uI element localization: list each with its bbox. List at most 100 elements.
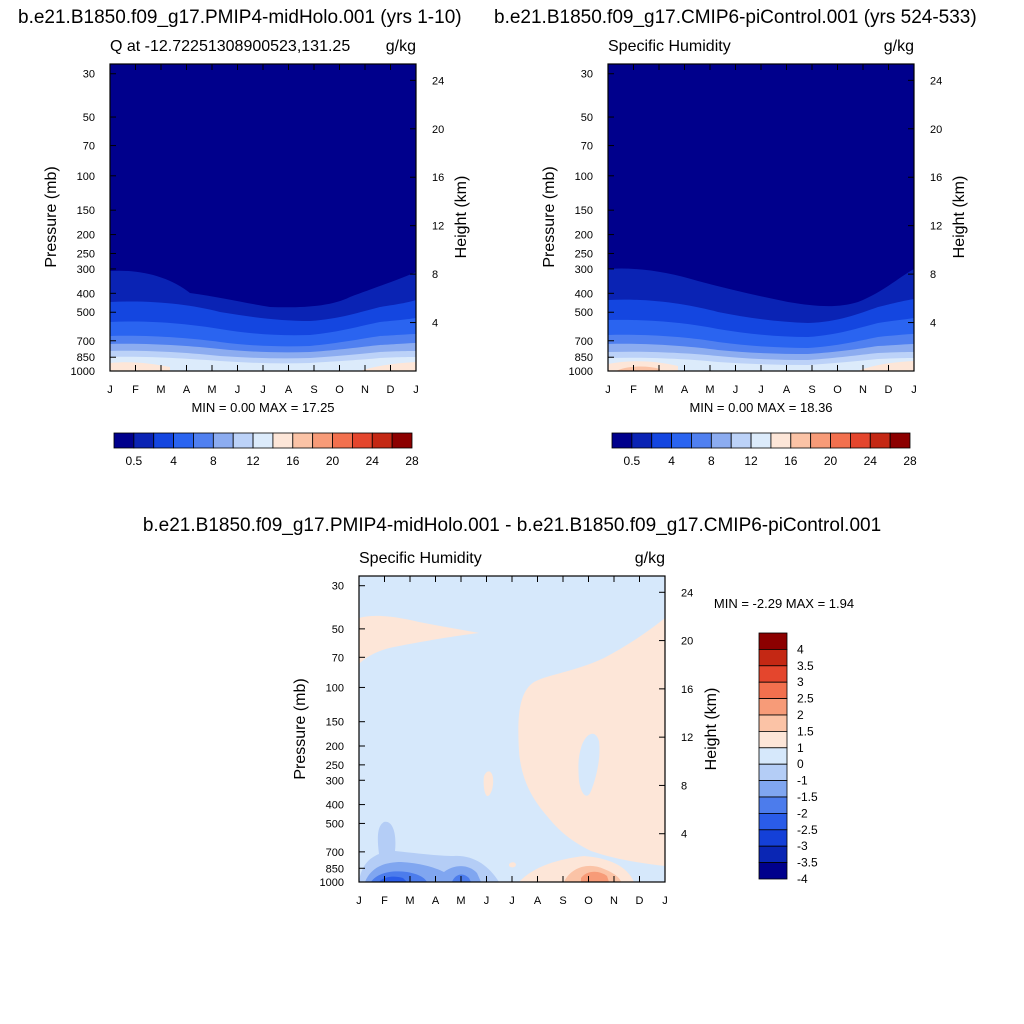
panel-picontrol: b.e21.B1850.f09_g17.CMIP6-piControl.001 … <box>494 7 977 468</box>
colorbar-label: 28 <box>903 454 917 468</box>
x-tick-label: S <box>808 384 815 396</box>
y-right-tick-label: 16 <box>432 172 444 184</box>
colorbar-box <box>758 731 788 749</box>
colorbar-label: 24 <box>366 454 380 468</box>
y-tick-label: 400 <box>77 288 95 300</box>
colorbar-label: 1.5 <box>797 724 814 738</box>
colorbar-box <box>758 829 788 847</box>
colorbar-label: 0 <box>797 757 804 771</box>
p3-band-positive-dot <box>483 771 494 797</box>
x-tick-label: J <box>413 384 419 396</box>
colorbar-label: 3 <box>797 675 804 689</box>
colorbar-box <box>790 432 812 449</box>
y-right-tick-label: 20 <box>432 124 444 136</box>
panel-3-subtitle-right: g/kg <box>635 550 665 567</box>
x-tick-label: F <box>630 384 637 396</box>
panel-3-minmax: MIN = -2.29 MAX = 1.94 <box>714 596 854 611</box>
x-tick-label: J <box>509 895 515 907</box>
colorbar-label: -2.5 <box>797 823 818 837</box>
colorbar-box <box>869 432 891 449</box>
y-right-tick-label: 8 <box>930 269 936 281</box>
y-tick-label: 850 <box>326 863 344 875</box>
y-tick-label: 250 <box>575 248 593 260</box>
panel-3-title: b.e21.B1850.f09_g17.PMIP4-midHolo.001 - … <box>143 515 881 536</box>
y-right-tick-label: 20 <box>681 636 693 648</box>
colorbar-box <box>758 763 788 782</box>
x-tick-label: A <box>183 384 191 396</box>
x-tick-label: J <box>260 384 266 396</box>
x-tick-label: A <box>534 895 542 907</box>
colorbar-box <box>758 780 788 798</box>
x-tick-label: D <box>636 895 644 907</box>
panel-3-ylabel: Pressure (mb) <box>292 678 309 779</box>
p2-band-9 <box>616 366 660 371</box>
colorbar-box <box>758 845 788 864</box>
y-right-tick-label: 8 <box>432 269 438 281</box>
y-right-tick-label: 16 <box>681 684 693 696</box>
y-tick-label: 700 <box>575 336 593 348</box>
colorbar-box <box>730 432 752 449</box>
y-tick-label: 500 <box>326 818 344 830</box>
x-tick-label: M <box>705 384 714 396</box>
y-tick-label: 1000 <box>569 366 593 378</box>
panel-1-axes: J F M A M J J A S O N D J 30 50 70 100 150 200 250 300 400 500… <box>71 64 444 396</box>
colorbar-label: -2 <box>797 806 808 820</box>
colorbar-label: 12 <box>246 454 260 468</box>
colorbar-label: 12 <box>744 454 758 468</box>
panel-2-subtitle-right: g/kg <box>884 38 914 55</box>
y-tick-label: 850 <box>575 352 593 364</box>
y-right-tick-label: 4 <box>681 829 687 841</box>
x-tick-label: J <box>356 895 362 907</box>
colorbar-box <box>691 432 712 449</box>
y-tick-label: 100 <box>77 171 95 183</box>
y-tick-label: 150 <box>575 205 593 217</box>
colorbar-box <box>810 432 831 449</box>
colorbar-label: 1 <box>797 741 804 755</box>
x-tick-label: A <box>432 895 440 907</box>
colorbar-box <box>758 649 788 667</box>
colorbar-label: -1 <box>797 774 808 788</box>
panel-2-colorbar: 0.5 4 8 12 16 20 24 28 <box>611 432 917 468</box>
x-tick-label: M <box>156 384 165 396</box>
x-tick-label: J <box>733 384 739 396</box>
x-tick-label: M <box>654 384 663 396</box>
panel-2-plot <box>608 64 914 371</box>
colorbar-box <box>710 432 732 449</box>
panel-1-subtitle-left: Q at -12.72251308900523,131.25 <box>110 38 350 55</box>
panel-3-plot <box>359 576 665 882</box>
y-tick-label: 70 <box>83 141 95 153</box>
colorbar-box <box>332 432 353 449</box>
colorbar-box <box>850 432 871 449</box>
y-tick-label: 850 <box>77 352 95 364</box>
panel-midholo: b.e21.B1850.f09_g17.PMIP4-midHolo.001 (y… <box>18 7 470 468</box>
y-right-tick-label: 24 <box>930 75 942 87</box>
x-tick-label: J <box>484 895 490 907</box>
y-right-tick-label: 16 <box>930 172 942 184</box>
y-tick-label: 400 <box>326 800 344 812</box>
panel-2-subtitle-left: Specific Humidity <box>608 38 731 55</box>
colorbar-box <box>391 432 413 449</box>
colorbar-box <box>212 432 234 449</box>
y-tick-label: 200 <box>326 741 344 753</box>
x-tick-label: J <box>235 384 241 396</box>
colorbar-label: 20 <box>824 454 838 468</box>
x-tick-label: O <box>335 384 344 396</box>
x-tick-label: S <box>310 384 317 396</box>
colorbar-box <box>113 432 135 449</box>
p3-band-positive-speck <box>509 862 516 868</box>
colorbar-box <box>750 432 772 449</box>
y-tick-label: 300 <box>77 264 95 276</box>
panel-1-plot <box>110 64 416 371</box>
x-tick-label: N <box>361 384 369 396</box>
y-tick-label: 700 <box>326 847 344 859</box>
colorbar-box <box>631 432 653 449</box>
y-tick-label: 30 <box>83 69 95 81</box>
panel-3-colorbar: 4 3.5 3 2.5 2 1.5 1 0 -1 -1.5 -2 -2.5 -3 -3.5 -4 <box>758 632 818 886</box>
colorbar-box <box>312 432 333 449</box>
y-tick-label: 300 <box>326 775 344 787</box>
p3-band-positive-top <box>359 615 479 664</box>
colorbar-box <box>889 432 911 449</box>
colorbar-label: 3.5 <box>797 659 814 673</box>
panel-2-axes: J F M A M J J A S O N D J 30 50 70 100 150 200 250 300 400 500… <box>569 64 942 396</box>
